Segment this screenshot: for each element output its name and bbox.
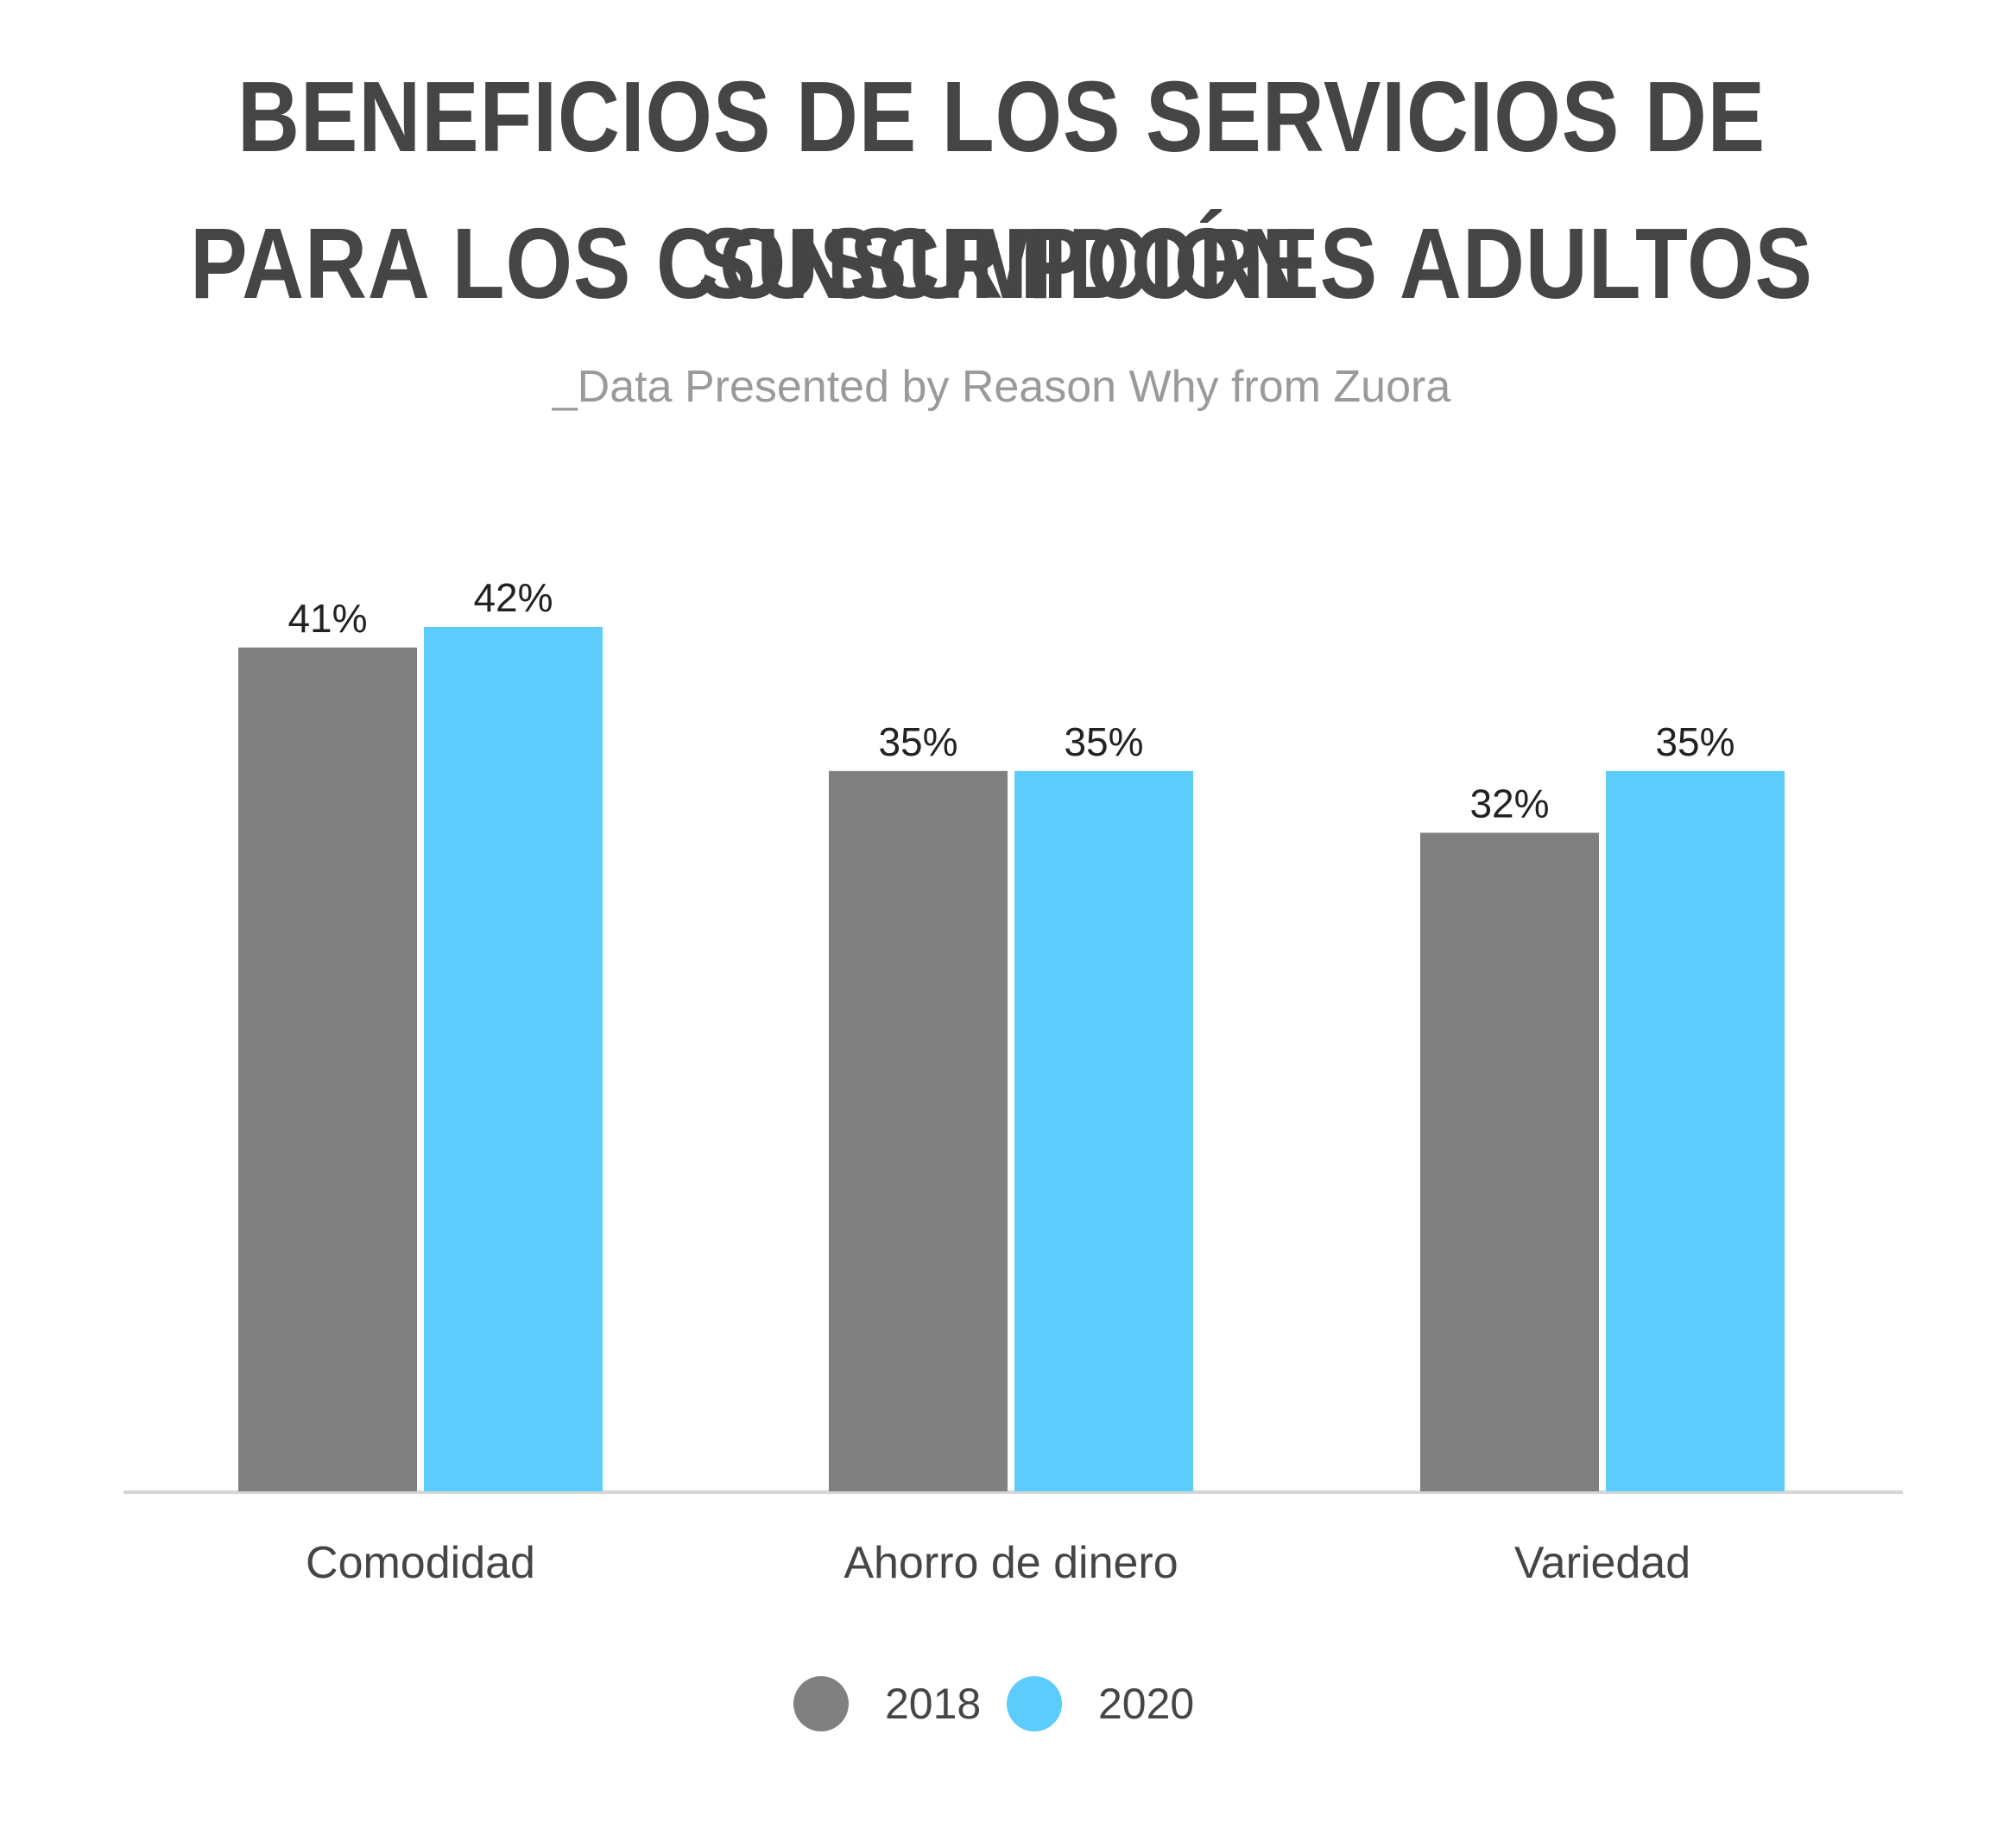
bar-comodidad-2020 [424, 627, 603, 1491]
legend-swatch-2020 [1007, 1676, 1062, 1731]
data-label: 42% [473, 575, 553, 620]
bar-variedad-2020 [1606, 770, 1785, 1491]
data-label: 32% [1469, 781, 1549, 826]
data-label: 35% [1064, 719, 1143, 764]
legend-swatch-2018 [793, 1676, 849, 1731]
bar-comodidad-2018 [238, 647, 417, 1491]
category-label: Ahorro de dinero [844, 1538, 1178, 1588]
data-label: 35% [1655, 719, 1734, 764]
legend-label-2018: 2018 [885, 1680, 981, 1728]
category-label: Variedad [1514, 1538, 1690, 1588]
legend-label-2020: 2020 [1098, 1680, 1194, 1728]
chart-title-line-1: BENEFICIOS DE LOS SERVICIOS DE SUSCRIPCI… [237, 60, 1766, 320]
category-label: Comodidad [306, 1538, 535, 1588]
data-label: 41% [287, 596, 367, 641]
bar-ahorro-de-dinero-2020 [1014, 770, 1193, 1491]
chart-subtitle: _Data Presented by Reason Why from Zuora [552, 362, 1451, 412]
bar-variedad-2018 [1420, 832, 1599, 1491]
chart-title-line-2: PARA LOS CONSUMIDORES ADULTOS [190, 207, 1813, 320]
data-label: 35% [878, 719, 957, 764]
bar-ahorro-de-dinero-2018 [829, 770, 1008, 1491]
